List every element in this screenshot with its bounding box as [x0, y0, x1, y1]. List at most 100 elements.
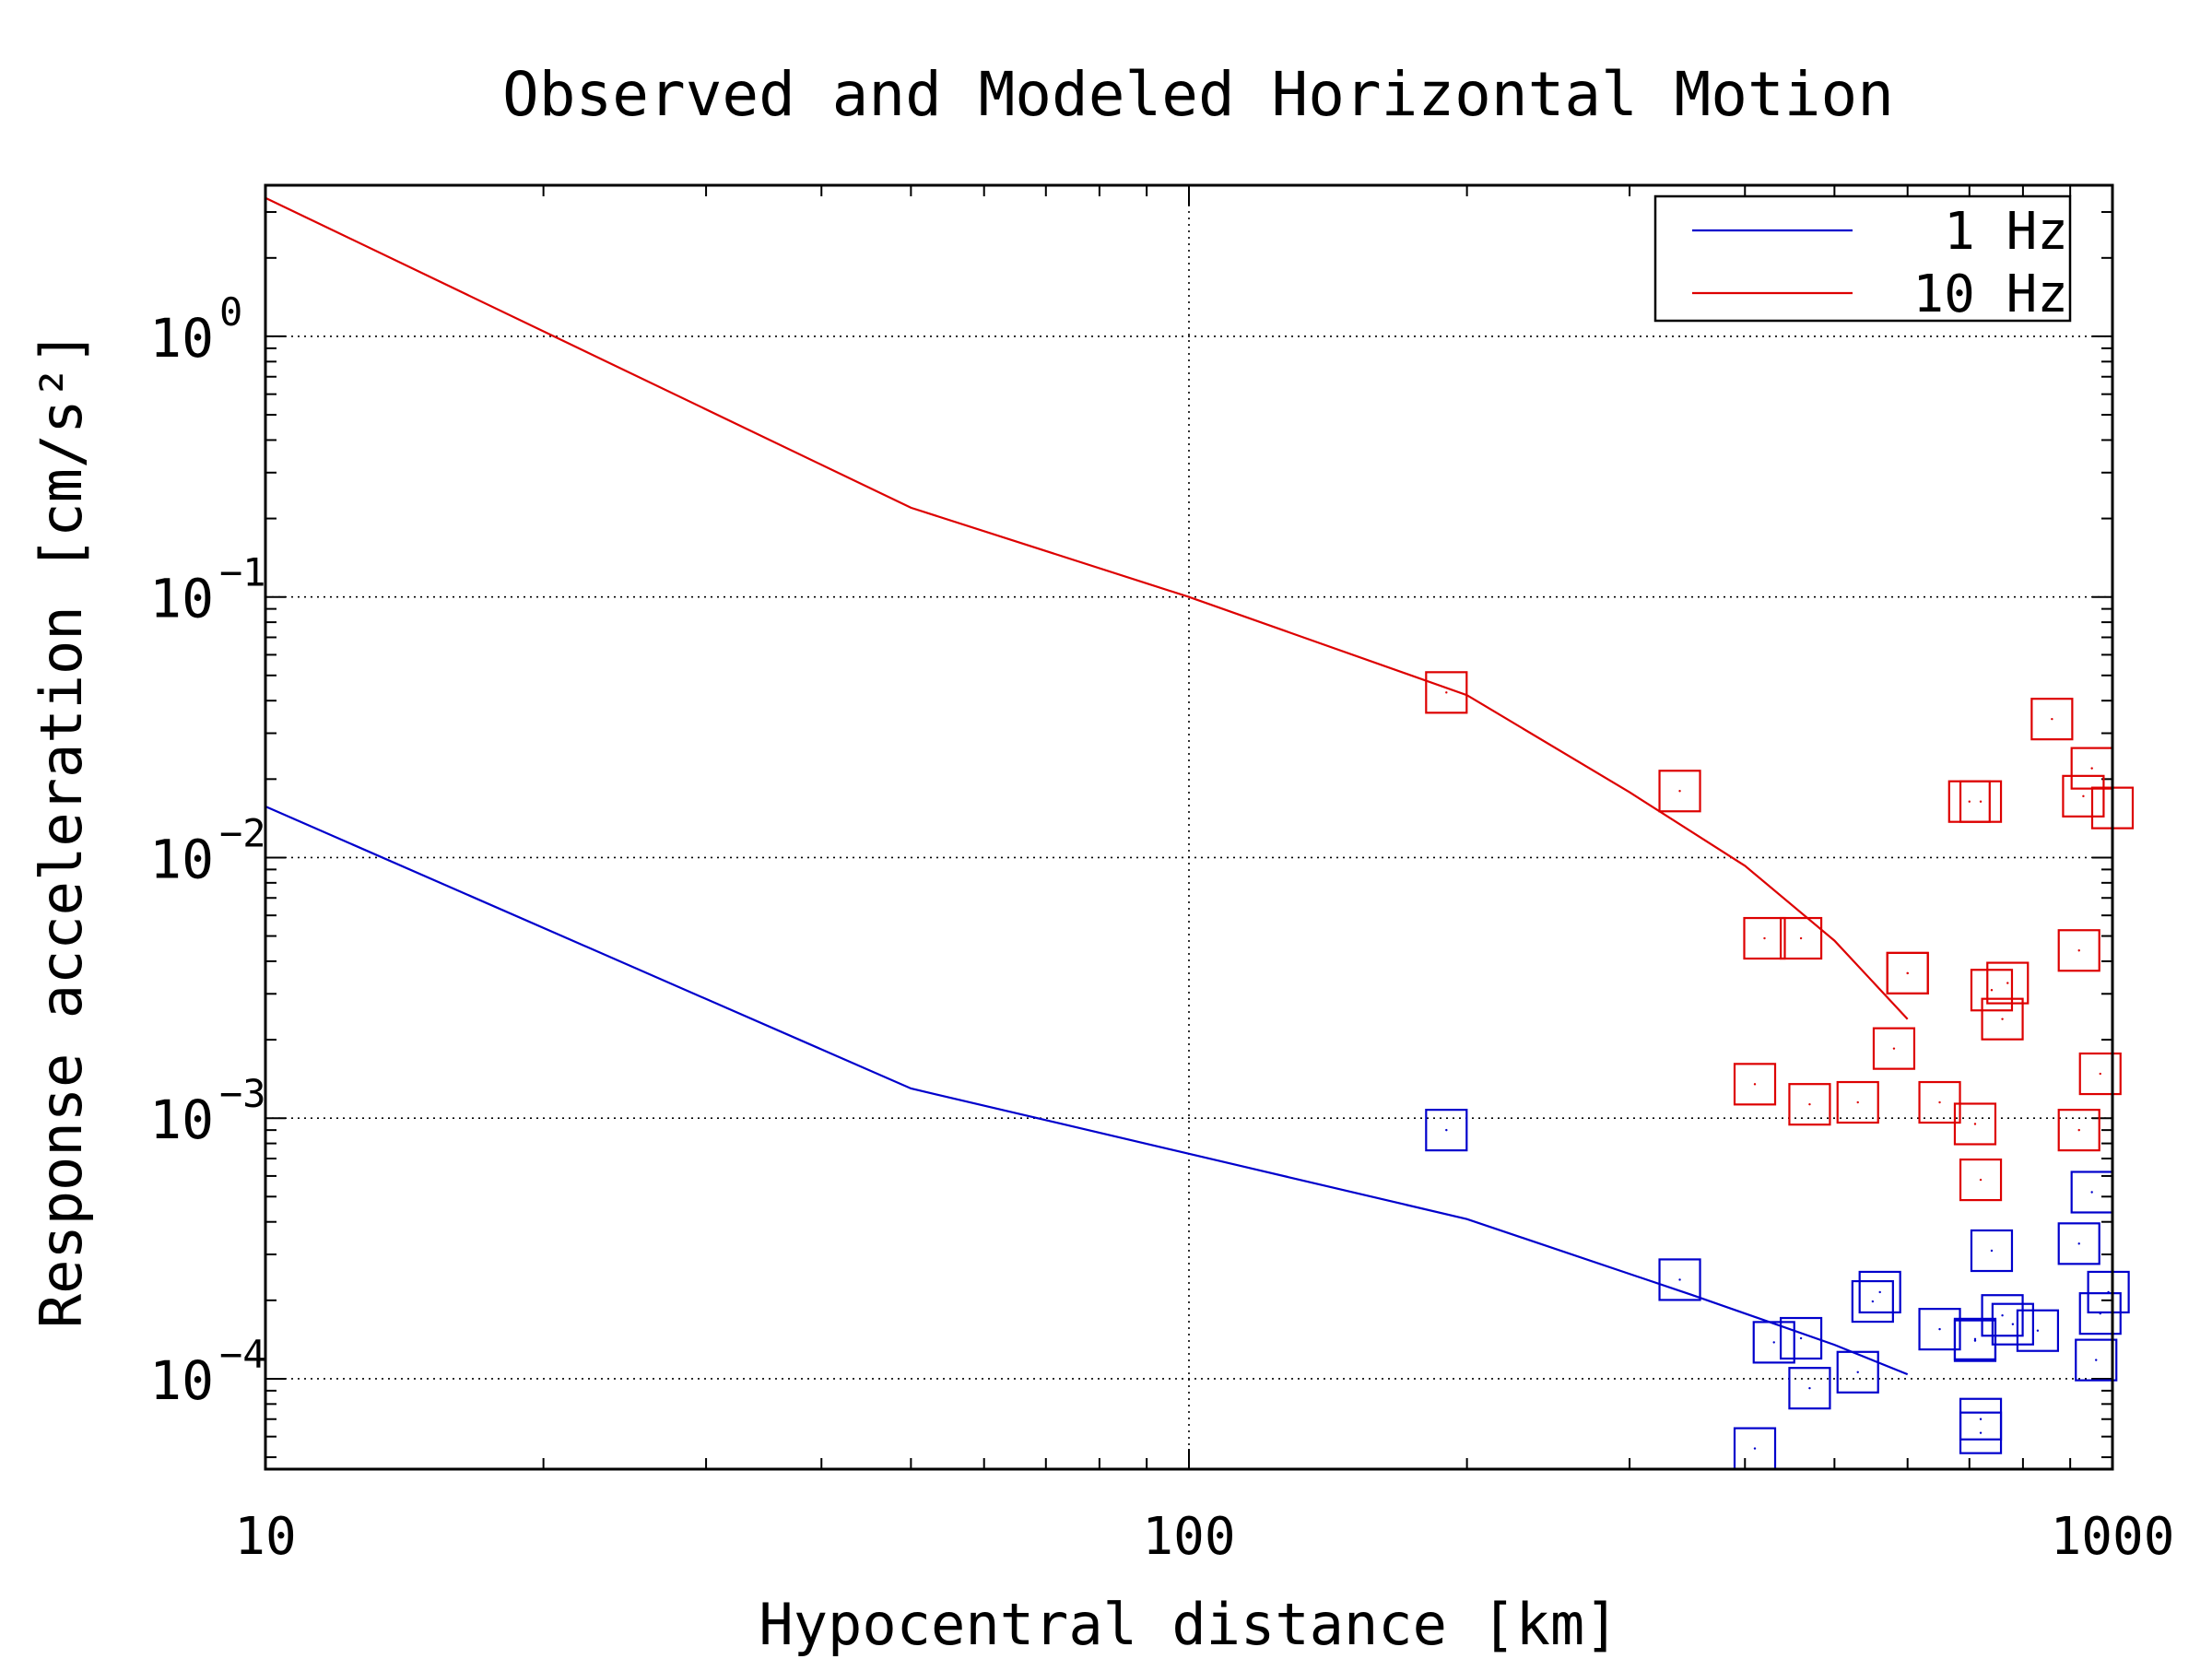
data-point-dot: [1973, 1337, 1977, 1341]
data-point-square: [1872, 1027, 1916, 1070]
data-point-square: [1953, 1102, 1997, 1146]
data-point-square: [2075, 1338, 2118, 1382]
data-point-square: [2057, 1222, 2100, 1265]
data-point-square: [2057, 929, 2100, 972]
x-axis-label: Hypocentral distance [km]: [759, 1591, 1618, 1658]
data-point-dot: [2090, 767, 2093, 770]
data-point-square: [1658, 770, 1701, 813]
data-point-dot: [1753, 1447, 1757, 1450]
data-point-square: [2057, 1109, 2100, 1152]
tick-marks: [265, 185, 2112, 1469]
data-point-square: [2016, 1309, 2060, 1352]
legend-label: 1 Hz: [1944, 202, 2068, 262]
data-point-square: [1918, 1080, 1961, 1124]
x-tick-label: 10: [234, 1507, 296, 1567]
legend-label: 10 Hz: [1912, 265, 2068, 324]
data-point-square: [1918, 1308, 1961, 1351]
data-point-dot: [1772, 1341, 1775, 1344]
data-point-dot: [2095, 1359, 2098, 1361]
data-point-square: [1425, 1109, 1468, 1152]
data-point-square: [1788, 1083, 1831, 1126]
data-point-dot: [1445, 691, 1448, 694]
data-point-dot: [2006, 982, 2009, 984]
data-point-square: [1947, 780, 1991, 823]
data-point-square: [2078, 1052, 2122, 1096]
data-point-dot: [2090, 1191, 2093, 1194]
data-point-dot: [1856, 1100, 1859, 1104]
data-point-dot: [1979, 1178, 1983, 1182]
data-point-dot: [1799, 1336, 1803, 1340]
y-tick-exponent: −4: [219, 1332, 266, 1377]
series-line-10-hz: [265, 196, 1909, 1020]
data-point-square: [1851, 1279, 1894, 1324]
data-point-dot: [1906, 971, 1909, 975]
legend-box: [1653, 194, 2072, 323]
data-point-dot: [1938, 1100, 1941, 1104]
chart-title: Observed and Modeled Horizontal Motion: [502, 59, 1894, 130]
data-point-square: [1886, 951, 1929, 994]
data-point-square: [1986, 961, 2030, 1005]
data-point-square: [1743, 916, 1786, 960]
series-line-1-hz: [265, 805, 1909, 1376]
data-point-dot: [1856, 1371, 1859, 1373]
y-tick-label: 10: [149, 568, 214, 630]
data-point-dot: [2077, 1242, 2080, 1245]
y-tick-label: 10: [149, 828, 214, 890]
data-point-dot: [1799, 936, 1803, 940]
data-point-dot: [2082, 794, 2085, 798]
data-point-dot: [1968, 800, 1971, 803]
data-point-dot: [2036, 1329, 2040, 1332]
x-tick-labels: 10 100 1000: [234, 1507, 2174, 1567]
y-tick-exponent: −2: [219, 810, 266, 855]
data-point-square: [1779, 1316, 1823, 1360]
data-point-dot: [2077, 949, 2080, 952]
data-point-dot: [1892, 1047, 1896, 1050]
data-point-dot: [1973, 1339, 1977, 1342]
data-point-dot: [2099, 1072, 2101, 1076]
data-point-square: [1970, 969, 2014, 1012]
y-tick-label: 10: [149, 307, 214, 370]
data-point-dot: [1973, 1123, 1977, 1125]
data-point-dot: [1753, 1083, 1757, 1086]
data-point-square: [2062, 774, 2105, 818]
data-point-dot: [2011, 1323, 2015, 1325]
data-point-square: [1752, 1321, 1795, 1364]
data-point-square: [1970, 1229, 2014, 1273]
data-point-dot: [2051, 717, 2053, 721]
plot-frame: [264, 183, 2114, 1471]
data-point-dot: [1979, 800, 1983, 803]
y-tick-exponent: −1: [219, 550, 266, 595]
data-point-square: [1779, 916, 1823, 960]
data-point-square: [1959, 1158, 2003, 1202]
data-point-square: [2087, 1270, 2130, 1314]
data-point-square: [1953, 1319, 1997, 1362]
data-point-square: [2030, 698, 2074, 741]
data-point-dot: [2077, 1128, 2080, 1132]
data-point-square: [1991, 1302, 2034, 1346]
series-lines: [265, 196, 1909, 1376]
data-point-dot: [1979, 1418, 1983, 1420]
markers: [1425, 671, 2135, 1470]
data-point-square: [1981, 1294, 2024, 1337]
data-point-dot: [1938, 1327, 1941, 1331]
data-point-dot: [1808, 1386, 1811, 1390]
data-point-square: [1836, 1080, 1879, 1124]
data-point-dot: [1808, 1102, 1811, 1106]
x-tick-label: 1000: [2051, 1507, 2175, 1567]
data-point-dot: [1678, 1278, 1681, 1281]
data-point-dot: [1990, 1249, 1994, 1253]
data-point-square: [1959, 1397, 2003, 1441]
data-point-square: [1425, 671, 1468, 714]
grid-lines: [265, 185, 2112, 1469]
y-axis-label: Response acceleration [cm/s²]: [28, 331, 95, 1329]
data-point-dot: [1878, 1290, 1881, 1294]
data-point-dot: [2001, 1018, 2004, 1020]
data-point-dot: [2107, 1290, 2110, 1294]
data-point-square: [1788, 1367, 1831, 1410]
data-point-dot: [1763, 936, 1766, 940]
data-point-square: [1981, 997, 2024, 1041]
data-point-square: [2078, 1292, 2122, 1335]
y-tick-label: 10: [149, 1349, 214, 1412]
